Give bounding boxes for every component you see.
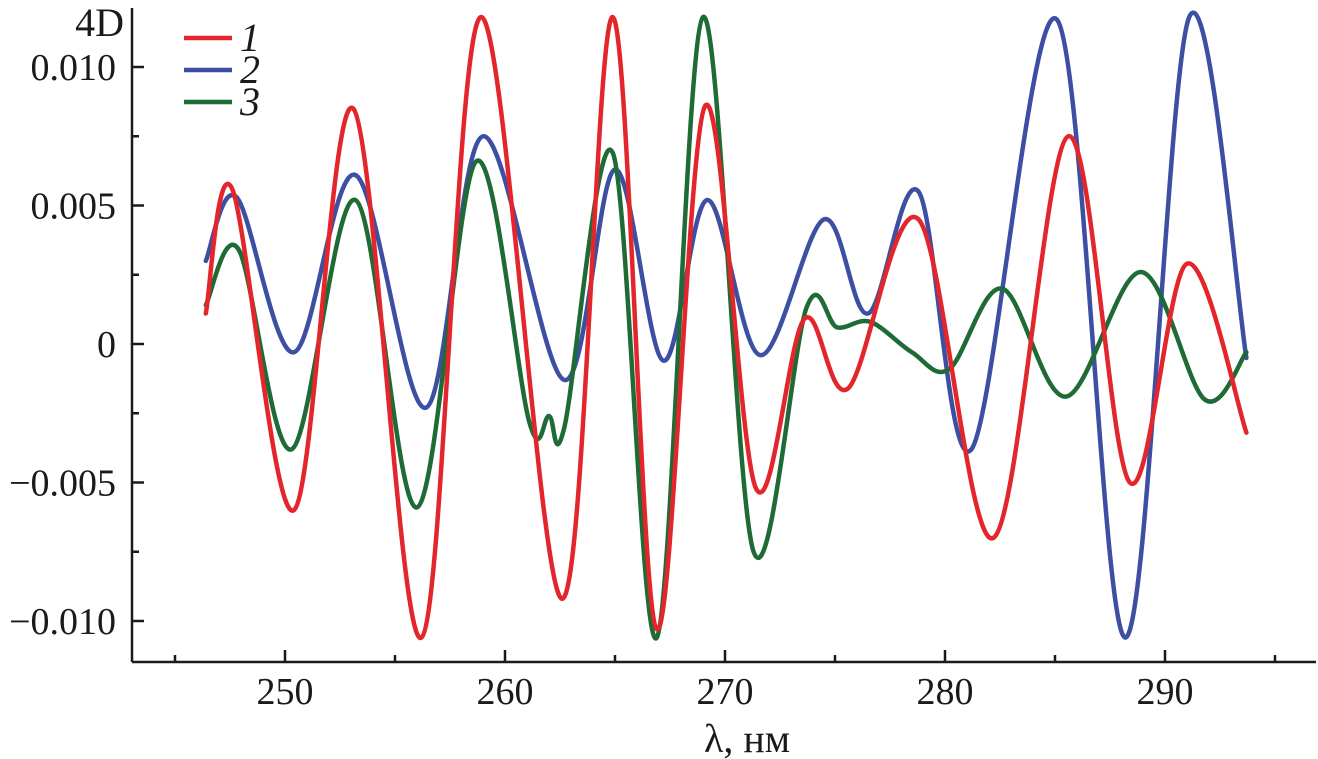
y-tick-label: 0 [97,324,116,366]
y-tick-label: −0.010 [9,601,116,643]
y-tick-label: 0.010 [31,47,117,89]
legend-label-3: 3 [239,79,260,124]
y-tick-label: 0.005 [31,186,117,228]
legend: 123 [184,15,260,124]
x-axis-title: λ, нм [704,716,790,759]
x-tick-label: 250 [257,671,314,713]
x-tick-label: 270 [697,671,754,713]
series-lines [203,10,1249,641]
y-tick-label: −0.005 [9,463,116,505]
x-ticks: 250 260 270 280 290 [173,650,1277,713]
legend-label-1: 1 [240,15,260,60]
y-ticks: 0.010 0.005 0 −0.005 −0.010 [9,47,144,643]
y-axis-title: 4D [75,0,124,45]
series-line-1 [203,14,1249,640]
series-line-2 [203,10,1249,640]
x-tick-label: 280 [917,671,974,713]
series-line-3 [203,14,1249,641]
legend-label-2: 2 [240,47,260,92]
x-tick-label: 260 [477,671,534,713]
x-tick-label: 290 [1137,671,1194,713]
